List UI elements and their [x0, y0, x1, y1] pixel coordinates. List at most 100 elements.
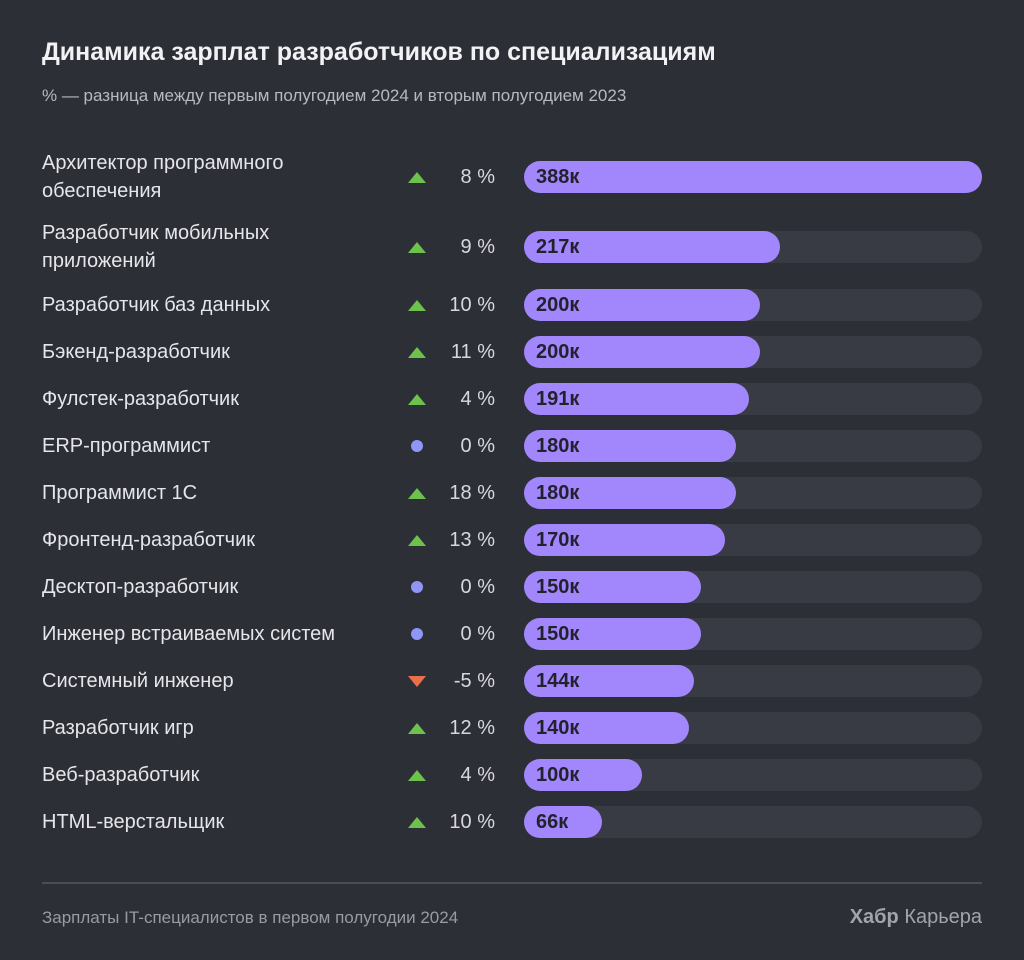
triangle-up-icon: [408, 722, 426, 734]
bar-track: 388к: [524, 161, 982, 193]
value-label: 140к: [536, 716, 580, 739]
bar: 217к: [524, 231, 781, 263]
bar: 191к: [524, 383, 750, 415]
bar-track: 150к: [524, 618, 982, 650]
bar-row: Десктоп-разработчик 0 % 150к: [42, 557, 982, 617]
bar: 100к: [524, 759, 643, 791]
triangle-up-icon: [408, 346, 426, 358]
bar: 144к: [524, 665, 694, 697]
category-label: Разработчик баз данных: [42, 294, 271, 316]
bar-track: 170к: [524, 524, 982, 556]
bar-row: Разработчик мобильных приложений 9 % 217…: [42, 217, 982, 277]
dot-icon: [411, 581, 423, 593]
brand-rest: Карьера: [904, 906, 982, 928]
bar: 200к: [524, 336, 761, 368]
triangle-up-icon: [408, 487, 426, 499]
bar-track: 100к: [524, 759, 982, 791]
bar-row: Фулстек-разработчик 4 % 191к: [42, 369, 982, 429]
triangle-up-icon: [408, 241, 426, 253]
bar-row: Веб-разработчик 4 % 100к: [42, 745, 982, 805]
value-label: 200к: [536, 293, 580, 316]
chart-subtitle: % — разница между первым полугодием 2024…: [42, 86, 627, 105]
bar-track: 150к: [524, 571, 982, 603]
change-label: 4 %: [460, 387, 495, 410]
bar: 200к: [524, 289, 761, 321]
category-label: Веб-разработчик: [42, 764, 200, 786]
dot-icon: [411, 628, 423, 640]
category-label: Фулстек-разработчик: [42, 388, 239, 410]
brand-bold: Хабр: [849, 906, 899, 928]
bar-track: 200к: [524, 289, 982, 321]
bar-track: 217к: [524, 231, 982, 263]
change-label: 0 %: [460, 575, 495, 598]
bar-track: 180к: [524, 430, 982, 462]
value-label: 388к: [536, 165, 580, 188]
category-label: Программист 1С: [42, 482, 198, 504]
change-label: 8 %: [460, 165, 495, 188]
chart-title: Динамика зарплат разработчиков по специа…: [42, 38, 716, 66]
bar: 66к: [524, 806, 602, 838]
brand-logo: Хабр Карьера: [850, 906, 982, 929]
bar: 150к: [524, 571, 702, 603]
change-label: 10 %: [449, 810, 495, 833]
footer-source: Зарплаты IT-специалистов в первом полуго…: [42, 908, 459, 927]
bar-row: Фронтенд-разработчик 13 % 170к: [42, 510, 982, 570]
triangle-up-icon: [408, 393, 426, 405]
bar-row: Инженер встраиваемых систем 0 % 150к: [42, 604, 982, 664]
value-label: 144к: [536, 669, 580, 692]
change-label: 18 %: [449, 481, 495, 504]
value-label: 191к: [536, 387, 580, 410]
bar-track: 180к: [524, 477, 982, 509]
bar: 180к: [524, 430, 737, 462]
bar-row: HTML-верстальщик 10 % 66к: [42, 792, 982, 852]
value-label: 100к: [536, 763, 580, 786]
category-label: ERP-программист: [42, 435, 211, 457]
change-label: 9 %: [460, 235, 495, 258]
bar-row: Бэкенд-разработчик 11 % 200к: [42, 322, 982, 382]
triangle-up-icon: [408, 534, 426, 546]
bar: 140к: [524, 712, 690, 744]
change-label: -5 %: [453, 669, 495, 692]
bar: 150к: [524, 618, 702, 650]
category-label: Разработчик игр: [42, 717, 194, 739]
change-label: 12 %: [449, 716, 495, 739]
category-label: Десктоп-разработчик: [42, 576, 239, 598]
bar-row: Архитектор программного обеспечения 8 % …: [42, 147, 982, 207]
triangle-down-icon: [408, 675, 426, 687]
change-label: 0 %: [460, 622, 495, 645]
bar-row: Системный инженер -5 % 144к: [42, 651, 982, 711]
change-label: 4 %: [460, 763, 495, 786]
category-label: Архитектор программного обеспечения: [42, 152, 284, 202]
value-label: 200к: [536, 340, 580, 363]
value-label: 180к: [536, 434, 580, 457]
bar-row: Разработчик баз данных 10 % 200к: [42, 275, 982, 335]
bar-row: Программист 1С 18 % 180к: [42, 463, 982, 523]
divider: [42, 882, 982, 884]
bar: 180к: [524, 477, 737, 509]
value-label: 170к: [536, 528, 580, 551]
value-label: 180к: [536, 481, 580, 504]
bar-row: ERP-программист 0 % 180к: [42, 416, 982, 476]
bar: 170к: [524, 524, 725, 556]
change-label: 11 %: [450, 340, 495, 363]
change-label: 10 %: [449, 293, 495, 316]
value-label: 150к: [536, 622, 580, 645]
dot-icon: [411, 440, 423, 452]
bar: 388к: [524, 161, 982, 193]
bar-track: 200к: [524, 336, 982, 368]
bar-track: 144к: [524, 665, 982, 697]
triangle-up-icon: [408, 171, 426, 183]
value-label: 217к: [536, 235, 580, 258]
value-label: 150к: [536, 575, 580, 598]
category-label: Инженер встраиваемых систем: [42, 623, 336, 645]
bar-track: 140к: [524, 712, 982, 744]
category-label: Разработчик мобильных приложений: [42, 222, 270, 272]
change-label: 0 %: [460, 434, 495, 457]
bar-track: 191к: [524, 383, 982, 415]
bar-track: 66к: [524, 806, 982, 838]
category-label: Фронтенд-разработчик: [42, 529, 256, 551]
category-label: Бэкенд-разработчик: [42, 341, 230, 363]
value-label: 66к: [536, 810, 569, 833]
triangle-up-icon: [408, 299, 426, 311]
category-label: Системный инженер: [42, 670, 234, 692]
